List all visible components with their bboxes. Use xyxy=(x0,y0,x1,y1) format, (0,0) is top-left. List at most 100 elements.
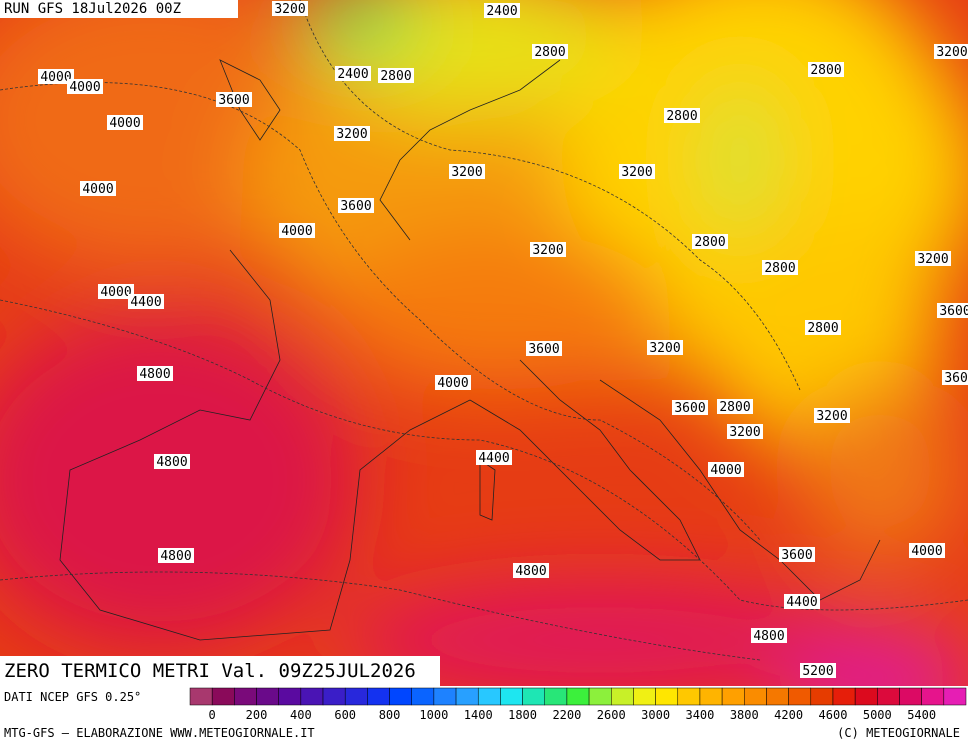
colorbar-label: 3400 xyxy=(685,708,714,722)
contour-label-bg xyxy=(664,108,700,123)
contour-label: 3600 xyxy=(944,371,968,386)
colorbar-swatch xyxy=(433,687,457,706)
contour-label-bg xyxy=(449,164,485,179)
contour-label: 4000 xyxy=(109,116,140,131)
contour-label: 4000 xyxy=(911,544,942,559)
contour-label: 2800 xyxy=(534,45,565,60)
contour-label-bg xyxy=(137,366,173,381)
colorbar-swatch xyxy=(411,687,435,706)
contour-label-bg xyxy=(909,543,945,558)
contour-label-bg xyxy=(717,399,753,414)
contour-label-bg xyxy=(38,69,74,84)
colorbar-swatch xyxy=(477,687,501,706)
contour-label: 2800 xyxy=(380,69,411,84)
contour-label: 5200 xyxy=(802,664,833,679)
contour-label-bg xyxy=(378,68,414,83)
contour-label: 4000 xyxy=(82,182,113,197)
contour-label: 3200 xyxy=(729,425,760,440)
contour-label-bg xyxy=(647,340,683,355)
colorbar-swatch xyxy=(744,687,767,706)
contour-label-bg xyxy=(513,563,549,578)
colorbar-swatch xyxy=(588,687,612,706)
contour-label-bg xyxy=(915,251,951,266)
contour-label-bg xyxy=(672,400,708,415)
colorbar-label: 1400 xyxy=(464,708,493,722)
contour-label: 3200 xyxy=(621,165,652,180)
run-info: RUN GFS 18Jul2026 00Z xyxy=(4,1,181,17)
contour-label-bg xyxy=(279,223,315,238)
colorbar-swatch xyxy=(234,687,257,706)
contour-label: 4800 xyxy=(156,455,187,470)
contour-label: 3200 xyxy=(936,45,967,60)
title-box xyxy=(0,656,440,686)
contour-label: 2800 xyxy=(719,400,750,415)
colorbar-swatch xyxy=(854,687,878,706)
data-source: DATI NCEP GFS 0.25° xyxy=(4,690,141,704)
contour-label: 3600 xyxy=(781,548,812,563)
contour-label-bg xyxy=(158,548,194,563)
contour-label-bg xyxy=(476,450,512,465)
contour-label: 3200 xyxy=(532,243,563,258)
colorbar-label: 1800 xyxy=(508,708,537,722)
contour-label-bg xyxy=(751,628,787,643)
contour-label: 4000 xyxy=(437,376,468,391)
contour-label-bg xyxy=(107,115,143,130)
colorbar-swatch xyxy=(921,687,945,706)
contour-label-bg xyxy=(530,242,566,257)
contour-label: 3200 xyxy=(917,252,948,267)
contour-label: 3200 xyxy=(336,127,367,142)
colorbar-swatch xyxy=(455,687,479,706)
contour-label: 4000 xyxy=(69,80,100,95)
colorbar-label: 2200 xyxy=(552,708,581,722)
contour-label-bg xyxy=(128,294,164,309)
colorbar-swatch xyxy=(788,687,812,706)
contour-label: 4400 xyxy=(786,595,817,610)
contour-label-bg xyxy=(800,663,836,678)
colorbar-swatch xyxy=(877,687,900,706)
contour-label: 4000 xyxy=(40,70,71,85)
contour-label: 2800 xyxy=(694,235,725,250)
colorbar-label: 1000 xyxy=(419,708,448,722)
colorbar-swatch xyxy=(721,687,745,706)
contour-label-bg xyxy=(216,92,252,107)
colorbar-swatch xyxy=(278,687,302,706)
contour-label-bg xyxy=(619,164,655,179)
colorbar-label: 2600 xyxy=(597,708,626,722)
contour-label-bg xyxy=(808,62,844,77)
contour-label: 3200 xyxy=(649,341,680,356)
contour-label: 4800 xyxy=(139,367,170,382)
colorbar-swatch xyxy=(899,687,922,706)
contour-label: 3600 xyxy=(674,401,705,416)
contour-label: 2800 xyxy=(666,109,697,124)
colorbar-swatch xyxy=(344,687,368,706)
colorbar-swatch xyxy=(300,687,324,706)
contour-label: 2800 xyxy=(764,261,795,276)
colorbar-swatch xyxy=(655,687,679,706)
contour-label: 3200 xyxy=(274,2,305,17)
contour-label: 2400 xyxy=(486,4,517,19)
colorbar-swatch xyxy=(544,687,568,706)
colorbar-swatch xyxy=(322,687,346,706)
colorbar-label: 400 xyxy=(290,708,312,722)
contour-label-bg xyxy=(708,462,744,477)
contour-label-bg xyxy=(727,424,763,439)
contour-label: 3200 xyxy=(816,409,847,424)
colorbar-label: 800 xyxy=(379,708,401,722)
contour-label: 3600 xyxy=(340,199,371,214)
map-title: ZERO TERMICO METRI Val. 09Z25JUL2026 xyxy=(4,660,416,682)
contour-label-bg xyxy=(779,547,815,562)
colorbar-swatch xyxy=(766,687,789,706)
contour-label-bg xyxy=(435,375,471,390)
contour-label: 2400 xyxy=(337,67,368,82)
contour-label: 4000 xyxy=(281,224,312,239)
colorbar-swatch xyxy=(677,687,701,706)
colorbar-label: 0 xyxy=(209,708,216,722)
colorbar-label: 4200 xyxy=(774,708,803,722)
contour-label: 3200 xyxy=(451,165,482,180)
colorbar-swatch xyxy=(566,687,590,706)
contour-label-bg xyxy=(80,181,116,196)
contour-label: 3600 xyxy=(218,93,249,108)
run-box xyxy=(0,0,238,18)
contour-label: 4000 xyxy=(100,285,131,300)
